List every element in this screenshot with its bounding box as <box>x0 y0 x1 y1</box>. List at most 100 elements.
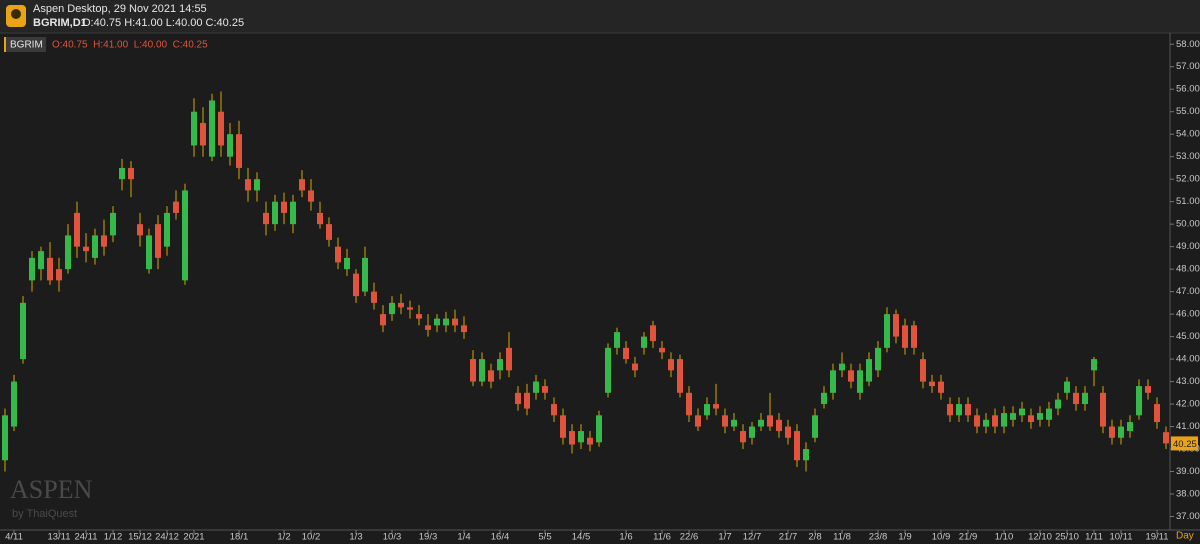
candle-body <box>452 318 458 326</box>
candle-body <box>281 201 287 213</box>
y-tick-label: 38.00 <box>1176 489 1200 500</box>
candle-body <box>155 224 161 258</box>
candle-body <box>659 347 665 353</box>
candle-body <box>38 251 44 270</box>
y-tick-label: 48.00 <box>1176 264 1200 275</box>
candle-body <box>128 167 134 180</box>
candle-body <box>677 359 683 393</box>
candle-body <box>191 111 197 146</box>
x-tick-label: 13/11 <box>47 532 70 543</box>
app-icon-dot <box>11 9 21 19</box>
candle-body <box>983 419 989 427</box>
candle-body <box>362 257 368 292</box>
candle-body <box>803 449 809 461</box>
candle-body <box>272 201 278 225</box>
candle-body <box>731 419 737 427</box>
watermark-by: by ThaiQuest <box>12 508 77 520</box>
x-tick-label: 15/12 <box>128 532 152 543</box>
candle-body <box>1145 386 1151 393</box>
candle-body <box>695 415 701 427</box>
candle-body <box>1019 408 1025 416</box>
last-price-label: 40.25 <box>1173 439 1197 450</box>
candle-body <box>524 392 530 409</box>
legend-symbol: BGRIM <box>10 40 43 51</box>
candle-body <box>344 257 350 270</box>
title-bar <box>0 0 1200 33</box>
candle-body <box>947 404 953 416</box>
candle-body <box>299 179 305 191</box>
legend-box <box>4 37 46 52</box>
x-tick-label: 5/5 <box>538 532 551 543</box>
legend-ohlc: O:40.75 H:41.00 L:40.00 C:40.25 <box>52 40 208 51</box>
candle-body <box>794 431 800 461</box>
x-tick-label: 10/9 <box>932 532 951 543</box>
candle-body <box>830 370 836 393</box>
candle-body <box>758 419 764 427</box>
candle-body <box>497 359 503 371</box>
candle-body <box>1118 426 1124 438</box>
candle-body <box>893 314 899 337</box>
candle-body <box>668 359 674 371</box>
candle-body <box>911 325 917 348</box>
candle-body <box>416 314 422 319</box>
candle-body <box>1082 392 1088 405</box>
candle-body <box>920 359 926 382</box>
app-title: Aspen Desktop, 29 Nov 2021 14:55 <box>33 3 207 15</box>
candle-body <box>56 269 62 281</box>
candle-body <box>866 359 872 382</box>
candle-body <box>335 246 341 263</box>
x-tick-label: 11/6 <box>653 532 671 543</box>
candle-body <box>1136 386 1142 416</box>
x-tick-label: 10/3 <box>383 532 402 543</box>
candle-body <box>236 134 242 168</box>
candle-body <box>965 404 971 416</box>
y-tick-label: 52.00 <box>1176 174 1200 185</box>
candle-body <box>425 325 431 330</box>
candle-body <box>641 336 647 348</box>
candle-body <box>326 224 332 240</box>
y-tick-label: 47.00 <box>1176 286 1200 297</box>
candle-body <box>515 392 521 405</box>
x-tick-label: 1/12 <box>104 532 123 543</box>
candle-body <box>65 235 71 270</box>
candle-body <box>686 392 692 416</box>
candle-body <box>1109 426 1115 438</box>
candle-body <box>2 415 8 461</box>
x-tick-label: 22/6 <box>680 532 699 543</box>
candle-body <box>209 100 215 157</box>
candle-body <box>479 359 485 382</box>
candle-body <box>821 392 827 405</box>
candle-body <box>164 212 170 247</box>
candle-body <box>227 134 233 157</box>
candle-body <box>506 347 512 371</box>
candle-body <box>929 381 935 387</box>
x-tick-label: 4/11 <box>5 532 23 543</box>
header-ohlc: O:40.75 H:41.00 L:40.00 C:40.25 <box>82 17 244 29</box>
x-tick-label: 1/2 <box>277 532 290 543</box>
candle-body <box>317 212 323 225</box>
candle-body <box>776 419 782 432</box>
x-tick-label: 23/8 <box>869 532 888 543</box>
candle-body <box>488 370 494 382</box>
candle-body <box>785 426 791 438</box>
candle-body <box>938 381 944 393</box>
x-tick-label: 21/7 <box>779 532 798 543</box>
x-tick-label: 21/9 <box>959 532 978 543</box>
candle-body <box>470 359 476 382</box>
x-tick-label: 24/12 <box>155 532 179 543</box>
candle-body <box>578 431 584 443</box>
candle-body <box>839 363 845 371</box>
legend-accent <box>4 37 6 52</box>
candle-body <box>632 363 638 371</box>
candle-body <box>20 302 26 360</box>
candle-body <box>47 257 53 281</box>
x-tick-label: 1/10 <box>995 532 1014 543</box>
y-tick-label: 43.00 <box>1176 376 1200 387</box>
candle-body <box>389 302 395 315</box>
candle-body <box>101 235 107 247</box>
y-tick-label: 37.00 <box>1176 511 1200 522</box>
x-tick-label: 18/1 <box>230 532 249 543</box>
x-tick-label: 1/6 <box>619 532 632 543</box>
y-tick-label: 54.00 <box>1176 129 1200 140</box>
